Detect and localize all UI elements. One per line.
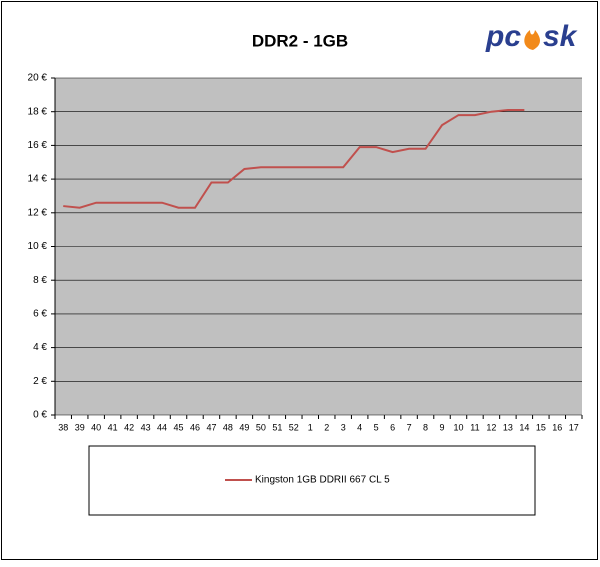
x-tick-label: 10 (453, 422, 463, 432)
x-tick-label: 17 (569, 422, 579, 432)
x-tick-label: 9 (440, 422, 445, 432)
x-tick-label: 14 (519, 422, 529, 432)
logo: pc sk (485, 20, 578, 53)
y-tick-label: 16 € (28, 140, 48, 151)
x-tick-label: 7 (407, 422, 412, 432)
logo-flame (524, 30, 541, 50)
x-tick-label: 50 (256, 422, 266, 432)
x-tick-label: 2 (324, 422, 329, 432)
x-tick-label: 6 (390, 422, 395, 432)
y-tick-label: 12 € (28, 207, 48, 218)
chart-title: DDR2 - 1GB (252, 31, 348, 50)
x-tick-label: 3 (341, 422, 346, 432)
legend-label: Kingston 1GB DDRII 667 CL 5 (255, 475, 390, 486)
y-tick-label: 2 € (33, 376, 47, 387)
y-tick-label: 6 € (33, 309, 47, 320)
y-tick-label: 0 € (33, 410, 47, 421)
x-tick-label: 49 (239, 422, 249, 432)
x-tick-label: 52 (289, 422, 299, 432)
y-tick-label: 4 € (33, 342, 47, 353)
x-tick-label: 40 (91, 422, 101, 432)
series-line (63, 109, 525, 209)
x-tick-label: 11 (470, 422, 479, 432)
y-tick-label: 8 € (33, 275, 47, 286)
logo-text: pc (485, 20, 521, 53)
y-tick-label: 14 € (28, 174, 48, 185)
x-tick-label: 5 (374, 422, 379, 432)
x-tick-label: 42 (124, 422, 134, 432)
x-tick-label: 47 (206, 422, 216, 432)
x-tick-label: 46 (190, 422, 200, 432)
x-tick-label: 43 (141, 422, 151, 432)
logo-text: sk (543, 20, 578, 53)
y-tick-label: 20 € (28, 73, 48, 84)
x-tick-label: 44 (157, 422, 167, 432)
x-tick-label: 48 (223, 422, 233, 432)
x-tick-label: 4 (357, 422, 362, 432)
x-tick-label: 41 (108, 422, 118, 432)
x-tick-label: 8 (423, 422, 428, 432)
x-tick-label: 13 (503, 422, 513, 432)
x-tick-label: 39 (75, 422, 85, 432)
x-tick-label: 38 (58, 422, 68, 432)
x-tick-label: 16 (552, 422, 562, 432)
x-tick-label: 15 (536, 422, 546, 432)
x-tick-label: 45 (174, 422, 184, 432)
y-tick-label: 18 € (28, 106, 48, 117)
legend (88, 445, 536, 516)
x-tick-label: 51 (272, 422, 282, 432)
x-tick-label: 12 (486, 422, 496, 432)
y-tick-label: 10 € (28, 241, 48, 252)
x-tick-label: 1 (308, 422, 313, 432)
